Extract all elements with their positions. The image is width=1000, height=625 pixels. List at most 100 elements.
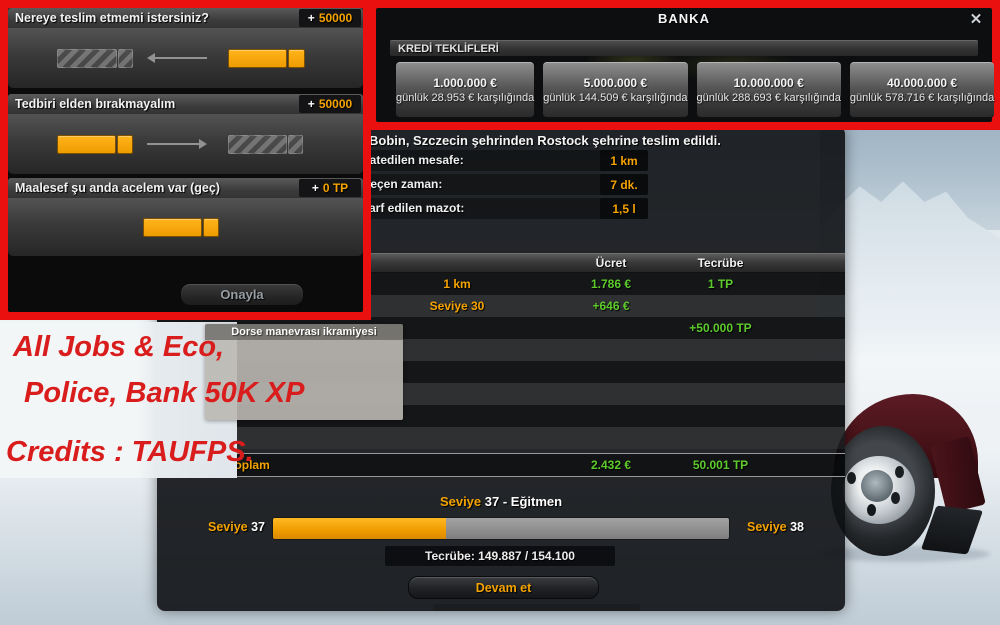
stat-value: 1 km: [600, 150, 648, 171]
credit-offer-button-3[interactable]: 10.000.000 € günlük 288.693 € karşılığın…: [696, 62, 841, 118]
confirm-button[interactable]: Onayla: [180, 283, 304, 306]
slider-handle-notch: [203, 218, 219, 237]
decision-panel: Nereye teslim etmemi istersiniz? + 50000…: [0, 0, 371, 320]
stat-label: Katedilen mesafe:: [361, 153, 464, 167]
slider-handle: [228, 49, 287, 68]
option-2-bonus-badge: + 50000: [299, 95, 361, 113]
level-current-label: Seviye 37: [177, 520, 265, 534]
slider-target-slot: [57, 49, 117, 68]
secondary-button-edge: [433, 604, 640, 611]
slider-target-notch: [288, 135, 303, 154]
credit-offer-button-1[interactable]: 1.000.000 € günlük 28.953 € karşılığında: [396, 62, 535, 118]
truck-fender-lip: [930, 436, 986, 514]
option-3-label: Maalesef şu anda acelem var (geç): [15, 181, 220, 195]
bank-title: BANKA: [658, 11, 710, 26]
level-heading: Seviye 37 - Eğitmen: [157, 494, 845, 509]
xp-amount-bar: Tecrübe: 149.887 / 154.100: [385, 546, 615, 566]
ad-text-line2: Police, Bank 50K XP: [24, 377, 305, 409]
column-header-money: Ücret: [595, 256, 627, 270]
credit-offers-row: 1.000.000 € günlük 28.953 € karşılığında…: [396, 62, 995, 118]
option-3-titlebar: Maalesef şu anda acelem var (geç) + 0 TP: [8, 178, 363, 198]
decision-panel-body: Nereye teslim etmemi istersiniz? + 50000…: [8, 8, 363, 312]
stat-value: 1,5 l: [600, 198, 648, 219]
level-heading-word: Seviye: [439, 494, 482, 509]
level-word: Seviye: [207, 520, 248, 534]
slider-handle-notch: [117, 135, 133, 154]
bank-panel-body: BANKA ✕ KREDİ TEKLİFLERİ 1.000.000 € gün…: [376, 8, 995, 122]
row-label: Seviye 30: [429, 299, 485, 313]
truck-wheel-hub: [861, 470, 893, 502]
option-1-bonus-badge: + 50000: [299, 9, 361, 27]
credit-offers-header: KREDİ TEKLİFLERİ: [390, 40, 978, 56]
bonus-sign: +: [307, 97, 315, 111]
offer-terms: günlük 144.509 € karşılığında: [543, 92, 688, 104]
slider-target-notch: [118, 49, 133, 68]
option-1-label: Nereye teslim etmemi istersiniz?: [15, 11, 209, 25]
stat-row-distance: Katedilen mesafe: 1 km: [356, 150, 648, 171]
level-heading-rest: 37 - Eğitmen: [484, 494, 563, 509]
option-1-titlebar: Nereye teslim etmemi istersiniz? + 50000: [8, 8, 363, 28]
total-money: 2.432 €: [590, 458, 632, 472]
arrow-line: [155, 57, 207, 59]
slider-handle-notch: [288, 49, 305, 68]
ad-text-line1: All Jobs & Eco,: [13, 331, 225, 363]
credit-offer-button-4[interactable]: 40.000.000 € günlük 578.716 € karşılığın…: [849, 62, 995, 118]
tooltip-title: Dorse manevrası ikramiyesi: [231, 326, 377, 338]
stat-row-time: Geçen zaman: 7 dk.: [356, 174, 648, 195]
slider-handle: [143, 218, 202, 237]
option-3-bonus-badge: + 0 TP: [299, 179, 361, 197]
row-money: 1.786 €: [590, 277, 632, 291]
total-label: Toplam: [228, 458, 270, 472]
offer-terms: günlük 28.953 € karşılığında: [396, 92, 535, 104]
table-row-empty: [157, 427, 845, 449]
option-3-slider[interactable]: [8, 198, 363, 256]
stat-value: 7 dk.: [600, 174, 648, 195]
level-word: Seviye: [747, 520, 787, 534]
tooltip-titlebar: Dorse manevrası ikramiyesi: [205, 324, 403, 340]
delivery-title: Bobin, Szczecin şehrinden Rostock şehrin…: [369, 133, 721, 148]
arrow-left-icon: [147, 53, 155, 63]
option-2-slider[interactable]: [8, 114, 363, 174]
stat-row-fuel: Sarf edilen mazot: 1,5 l: [356, 198, 648, 219]
credit-offer-button-2[interactable]: 5.000.000 € günlük 144.509 € karşılığınd…: [543, 62, 688, 118]
offer-terms: günlük 578.716 € karşılığında: [849, 92, 995, 104]
tooltip-body: [205, 340, 403, 420]
continue-button[interactable]: Devam et: [408, 576, 599, 599]
bonus-sign: +: [307, 11, 315, 25]
xp-amount-text: Tecrübe: 149.887 / 154.100: [425, 549, 575, 563]
bonus-value: 50000: [318, 97, 353, 111]
option-2-titlebar: Tedbiri elden bırakmayalım + 50000: [8, 94, 363, 114]
offer-terms: günlük 288.693 € karşılığında: [696, 92, 841, 104]
xp-progress-bar: [272, 517, 730, 540]
offer-amount: 40.000.000 €: [887, 76, 958, 90]
row-xp: +50.000 TP: [689, 321, 752, 335]
bank-panel: BANKA ✕ KREDİ TEKLİFLERİ 1.000.000 € gün…: [368, 0, 1000, 130]
arrow-line: [147, 143, 199, 145]
credit-offers-header-label: KREDİ TEKLİFLERİ: [398, 42, 499, 55]
bonus-value: 50000: [318, 11, 353, 25]
option-2-label: Tedbiri elden bırakmayalım: [15, 97, 176, 111]
table-total-row: Toplam 2.432 € 50.001 TP: [157, 453, 845, 477]
xp-progress-fill: [273, 518, 447, 539]
close-icon[interactable]: ✕: [969, 11, 983, 28]
level-number: 38: [790, 520, 805, 534]
offer-amount: 1.000.000 €: [433, 76, 497, 90]
confirm-button-label: Onayla: [220, 287, 264, 302]
row-money: +646 €: [592, 299, 630, 313]
column-header-xp: Tecrübe: [697, 256, 744, 270]
total-xp: 50.001 TP: [692, 458, 749, 472]
level-number: 37: [251, 520, 265, 534]
ad-overlay-patch: [0, 322, 237, 478]
option-1-slider[interactable]: [8, 28, 363, 88]
slider-target-slot: [228, 135, 287, 154]
truck-wheel-lugholes: [895, 466, 904, 478]
bonus-sign: +: [311, 181, 319, 195]
continue-button-label: Devam et: [475, 580, 532, 595]
slider-handle: [57, 135, 116, 154]
ad-text-line3: Credits : TAUFPS.: [6, 436, 254, 468]
offer-amount: 5.000.000 €: [583, 76, 648, 90]
stat-label: Geçen zaman:: [361, 177, 443, 191]
bonus-tooltip: Dorse manevrası ikramiyesi: [205, 324, 403, 420]
bonus-value: 0 TP: [322, 181, 349, 195]
